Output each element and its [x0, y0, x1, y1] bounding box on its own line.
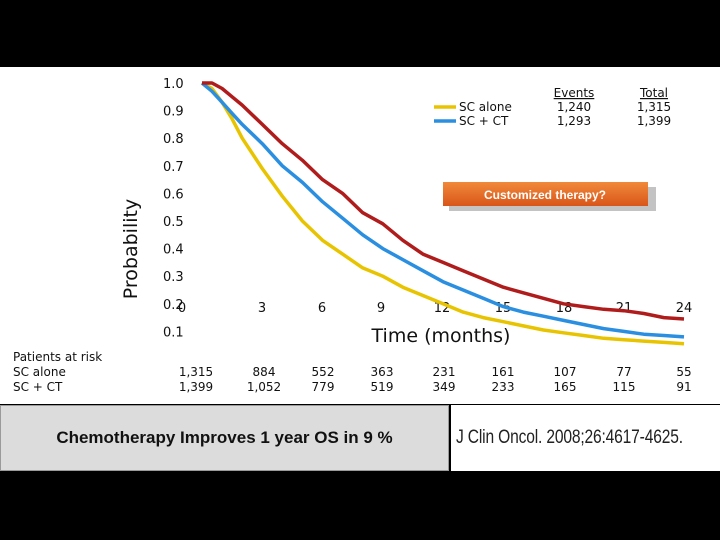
risk-cell: 231 [433, 365, 456, 379]
patients-at-risk-table: Patients at risk SC alone SC + CT 1,315 8… [13, 350, 692, 394]
legend-header-events: Events [554, 86, 595, 100]
y-tick-label: 0.9 [163, 105, 184, 120]
x-tick-label: 6 [318, 301, 326, 316]
caption-text: Chemotherapy Improves 1 year OS in 9 % [56, 428, 393, 447]
y-tick-label: 0.8 [163, 132, 184, 147]
risk-cell: 161 [492, 365, 515, 379]
legend-total-sc-alone: 1,315 [637, 100, 671, 114]
x-tick-label: 24 [676, 301, 693, 316]
risk-cell: 1,052 [247, 380, 281, 394]
risk-cell: 363 [371, 365, 394, 379]
legend-header-total: Total [639, 86, 668, 100]
y-tick-label: 1.0 [163, 77, 184, 92]
risk-cell: 552 [312, 365, 335, 379]
risk-cell: 779 [312, 380, 335, 394]
risk-cell: 233 [492, 380, 515, 394]
risk-table-title: Patients at risk [13, 350, 102, 364]
risk-cell: 91 [676, 380, 691, 394]
risk-cell: 55 [676, 365, 691, 379]
legend-label-sc-alone: SC alone [459, 100, 512, 114]
x-tick-label: 3 [258, 301, 266, 316]
y-tick-labels: 1.0 0.9 0.8 0.7 0.6 0.5 0.4 0.3 0.2 0.1 [163, 77, 184, 340]
citation-text: J Clin Oncol. 2008;26:4617-4625. [456, 427, 683, 448]
slide-top-bar [0, 0, 720, 67]
risk-cell: 519 [371, 380, 394, 394]
y-axis-title: Probability [120, 199, 142, 299]
legend-events-sc-alone: 1,240 [557, 100, 591, 114]
y-tick-label: 0.1 [163, 325, 184, 340]
y-tick-label: 0.6 [163, 187, 184, 202]
legend-events-sc-ct: 1,293 [557, 114, 591, 128]
risk-cell: 349 [433, 380, 456, 394]
customized-therapy-callout: Customized therapy? [443, 182, 656, 211]
risk-cell: 165 [554, 380, 577, 394]
y-tick-label: 0.4 [163, 243, 184, 258]
risk-cell: 115 [613, 380, 636, 394]
citation-box: J Clin Oncol. 2008;26:4617-4625. [451, 405, 720, 471]
legend: Events Total SC alone 1,240 1,315 SC + C… [434, 86, 671, 128]
caption-box: Chemotherapy Improves 1 year OS in 9 % [0, 405, 449, 471]
risk-cell: 107 [554, 365, 577, 379]
survival-figure-panel: 1.0 0.9 0.8 0.7 0.6 0.5 0.4 0.3 0.2 0.1 0 3 6 9 1 2 1 5 1… [0, 67, 720, 404]
legend-label-sc-ct: SC + CT [459, 114, 509, 128]
x-tick-label: 21 [616, 301, 633, 316]
y-tick-label: 0.7 [163, 160, 184, 175]
callout-text: Customized therapy? [484, 188, 606, 202]
risk-row-label-sc-alone: SC alone [13, 365, 66, 379]
risk-cell: 1,399 [179, 380, 213, 394]
x-axis-title: Time (months) [371, 325, 511, 347]
risk-cell: 77 [616, 365, 631, 379]
sc-alone-curve [201, 81, 685, 346]
x-tick-label: 9 [377, 301, 385, 316]
y-tick-label: 0.2 [163, 298, 184, 313]
survival-curves [200, 81, 685, 346]
legend-total-sc-ct: 1,399 [637, 114, 671, 128]
y-tick-label: 0.3 [163, 270, 184, 285]
x-tick-label: 0 [178, 301, 186, 316]
survival-chart: 1.0 0.9 0.8 0.7 0.6 0.5 0.4 0.3 0.2 0.1 0 3 6 9 1 2 1 5 1… [13, 77, 693, 394]
risk-cell: 884 [253, 365, 276, 379]
risk-cell: 1,315 [179, 365, 213, 379]
upper-curve [202, 81, 685, 321]
sc-ct-curve [200, 81, 685, 339]
y-tick-label: 0.5 [163, 215, 184, 230]
risk-row-label-sc-ct: SC + CT [13, 380, 63, 394]
